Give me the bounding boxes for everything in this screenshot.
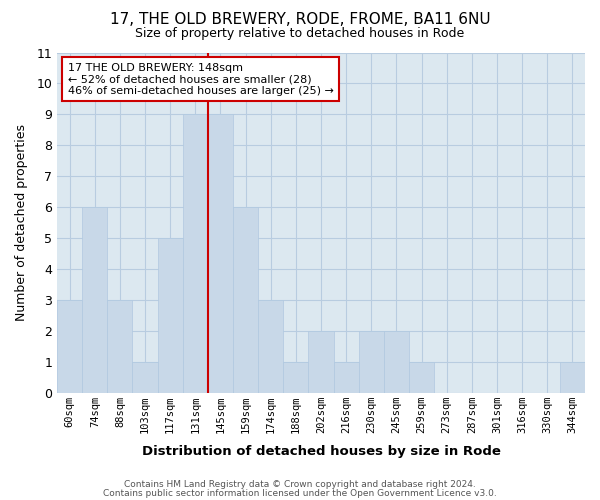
Bar	[158, 238, 183, 393]
Text: 17 THE OLD BREWERY: 148sqm
← 52% of detached houses are smaller (28)
46% of semi: 17 THE OLD BREWERY: 148sqm ← 52% of deta…	[68, 62, 334, 96]
Bar	[560, 362, 585, 393]
Text: Contains public sector information licensed under the Open Government Licence v3: Contains public sector information licen…	[103, 488, 497, 498]
Bar	[82, 208, 107, 393]
Y-axis label: Number of detached properties: Number of detached properties	[15, 124, 28, 322]
Text: Size of property relative to detached houses in Rode: Size of property relative to detached ho…	[136, 28, 464, 40]
Bar	[258, 300, 283, 393]
Bar	[283, 362, 308, 393]
Bar	[233, 208, 258, 393]
Bar	[334, 362, 359, 393]
Bar	[107, 300, 133, 393]
Bar	[359, 331, 384, 393]
Bar	[57, 300, 82, 393]
Bar	[208, 114, 233, 393]
Bar	[183, 114, 208, 393]
Text: 17, THE OLD BREWERY, RODE, FROME, BA11 6NU: 17, THE OLD BREWERY, RODE, FROME, BA11 6…	[110, 12, 490, 28]
X-axis label: Distribution of detached houses by size in Rode: Distribution of detached houses by size …	[142, 444, 500, 458]
Bar	[133, 362, 158, 393]
Bar	[308, 331, 334, 393]
Bar	[409, 362, 434, 393]
Bar	[384, 331, 409, 393]
Text: Contains HM Land Registry data © Crown copyright and database right 2024.: Contains HM Land Registry data © Crown c…	[124, 480, 476, 489]
